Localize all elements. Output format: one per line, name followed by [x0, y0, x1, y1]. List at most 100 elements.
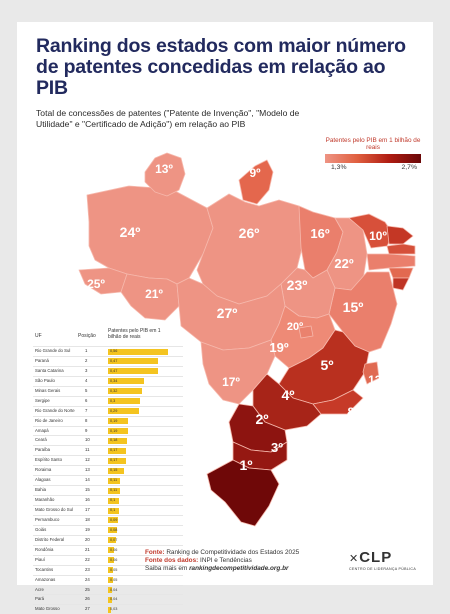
map-rank-label: 10º — [369, 229, 387, 243]
more-info-link[interactable]: rankingdecompetitividade.org.br — [189, 565, 289, 573]
row-value: 0,18 — [110, 438, 118, 443]
value-bar — [108, 467, 125, 474]
map-rank-label: 2º — [256, 411, 269, 427]
value-bar — [108, 457, 127, 464]
map-rank-label: 12º — [368, 373, 386, 387]
row-state: Ceará — [35, 437, 47, 443]
row-position: 24 — [85, 576, 90, 582]
value-bar — [108, 497, 119, 504]
value-bar — [108, 437, 128, 444]
value-bar — [108, 408, 140, 415]
table-row: Amazonas 24 0,05 — [33, 574, 183, 585]
row-value: 0,05 — [110, 567, 118, 572]
legend-ticks: 1,3% 2,7% — [325, 163, 421, 173]
row-value: 0,03 — [110, 607, 118, 612]
state-alagoas — [388, 267, 414, 279]
row-value: 0,15 — [110, 468, 118, 473]
value-bar — [108, 398, 141, 405]
col-posicao: Posição — [78, 333, 96, 339]
row-position: 10 — [85, 437, 90, 443]
row-state: Pará — [35, 596, 45, 602]
map-rank-label: 4º — [282, 387, 295, 403]
state-paraiba — [386, 243, 416, 255]
map-rank-labels: 13º9º24º26º16º10º7º11º18º22º14º6º25º21º2… — [87, 162, 433, 473]
row-value: 0,29 — [110, 408, 118, 413]
row-position: 8 — [85, 417, 88, 423]
map-rank-label: 26º — [239, 225, 260, 241]
page-title: Ranking dos estados com maior número de … — [36, 35, 406, 99]
row-state: Goiás — [35, 526, 47, 532]
table-row: Paraíba 11 0,17 — [33, 445, 183, 455]
brazil-map: 13º9º24º26º16º10º7º11º18º22º14º6º25º21º2… — [78, 152, 433, 527]
table-row: Bahia 15 0,11 — [33, 485, 183, 495]
value-bar — [108, 577, 114, 584]
row-state: Roraima — [35, 467, 52, 473]
row-position: 21 — [85, 546, 90, 552]
value-bar — [108, 567, 114, 574]
data-source-line: Fonte dos dados: INPI e Tendências — [145, 557, 299, 565]
map-rank-label: 11º — [426, 252, 433, 262]
source-text: Ranking de Competitividade dos Estados 2… — [166, 549, 300, 556]
row-value: 0,56 — [110, 349, 118, 353]
state-rn — [386, 225, 414, 245]
data-source-text: INPI e Tendências — [200, 557, 252, 565]
value-bar — [108, 477, 120, 484]
row-state: Sergipe — [35, 397, 50, 403]
row-state: São Paulo — [35, 377, 55, 383]
clp-logo: ✕CLP CENTRO DE LIDERANÇA PÚBLICA — [349, 549, 429, 571]
ranking-table: UF Posição Patentes pelo PIB em 1 bilhão… — [33, 326, 183, 614]
map-rank-label: 15º — [343, 299, 364, 315]
map-rank-label: 22º — [334, 256, 353, 271]
map-rank-label: 20º — [287, 321, 303, 333]
page-subtitle: Total de concessões de patentes ("Patent… — [36, 108, 300, 129]
state-sergipe — [392, 277, 410, 291]
row-position: 12 — [85, 457, 90, 463]
row-state: Bahia — [35, 487, 46, 493]
map-rank-label: 1º — [240, 457, 253, 473]
table-row: Acre 25 0,04 — [33, 584, 183, 595]
map-rank-label: 5º — [321, 357, 334, 373]
row-state: Santa Catarina — [35, 367, 64, 373]
row-value: 0,05 — [110, 577, 118, 582]
value-bar — [108, 388, 143, 395]
map-rank-label: 17º — [222, 375, 240, 389]
legend-gradient-bar — [325, 154, 421, 163]
row-position: 11 — [85, 447, 90, 453]
map-rank-label: 16º — [310, 226, 329, 241]
row-value: 0,09 — [110, 517, 118, 522]
row-value: 0,08 — [110, 527, 118, 532]
value-bar — [108, 537, 116, 544]
row-position: 18 — [85, 516, 90, 522]
row-value: 0,06 — [110, 557, 118, 562]
row-value: 0,3 — [110, 398, 116, 403]
value-bar — [108, 428, 129, 434]
row-state: Rio Grande do Sul — [35, 348, 71, 353]
map-rank-label: 23º — [287, 277, 308, 293]
row-value: 0,06 — [110, 547, 118, 552]
value-bar — [108, 587, 113, 593]
table-row: Distrito Federal 20 0,07 — [33, 534, 183, 545]
logo-mark: ✕CLP — [349, 549, 393, 566]
legend-min-label: 1,3% — [331, 164, 347, 171]
row-value: 0,11 — [110, 488, 118, 493]
table-row: Minas Gerais 5 0,32 — [33, 385, 183, 396]
table-row: Mato Grosso do Sul 17 0,1 — [33, 505, 183, 515]
row-state: Mato Grosso — [35, 606, 60, 612]
row-state: Amazonas — [35, 576, 56, 582]
row-value: 0,34 — [110, 378, 118, 383]
more-info-text: Saiba mais em — [145, 565, 188, 573]
logo-arrow-icon: ✕ — [349, 553, 360, 565]
state-roraima — [144, 152, 186, 197]
state-rs — [206, 459, 280, 527]
source-line: Fonte: Ranking de Competitividade dos Es… — [145, 549, 299, 557]
state-rj — [312, 389, 364, 415]
row-state: Rio de Janeiro — [35, 417, 63, 423]
row-position: 4 — [85, 377, 88, 383]
table-body: Rio Grande do Sul 1 0,56 Paraná 2 0,47 Santa C… — [33, 346, 183, 614]
table-row: Espírito Santo 12 0,17 — [33, 455, 183, 465]
row-value: 0,17 — [110, 458, 118, 463]
table-row: Goiás 19 0,08 — [33, 524, 183, 535]
row-state: Distrito Federal — [35, 536, 65, 542]
row-position: 5 — [85, 387, 88, 393]
table-row: Santa Catarina 3 0,47 — [33, 365, 183, 376]
